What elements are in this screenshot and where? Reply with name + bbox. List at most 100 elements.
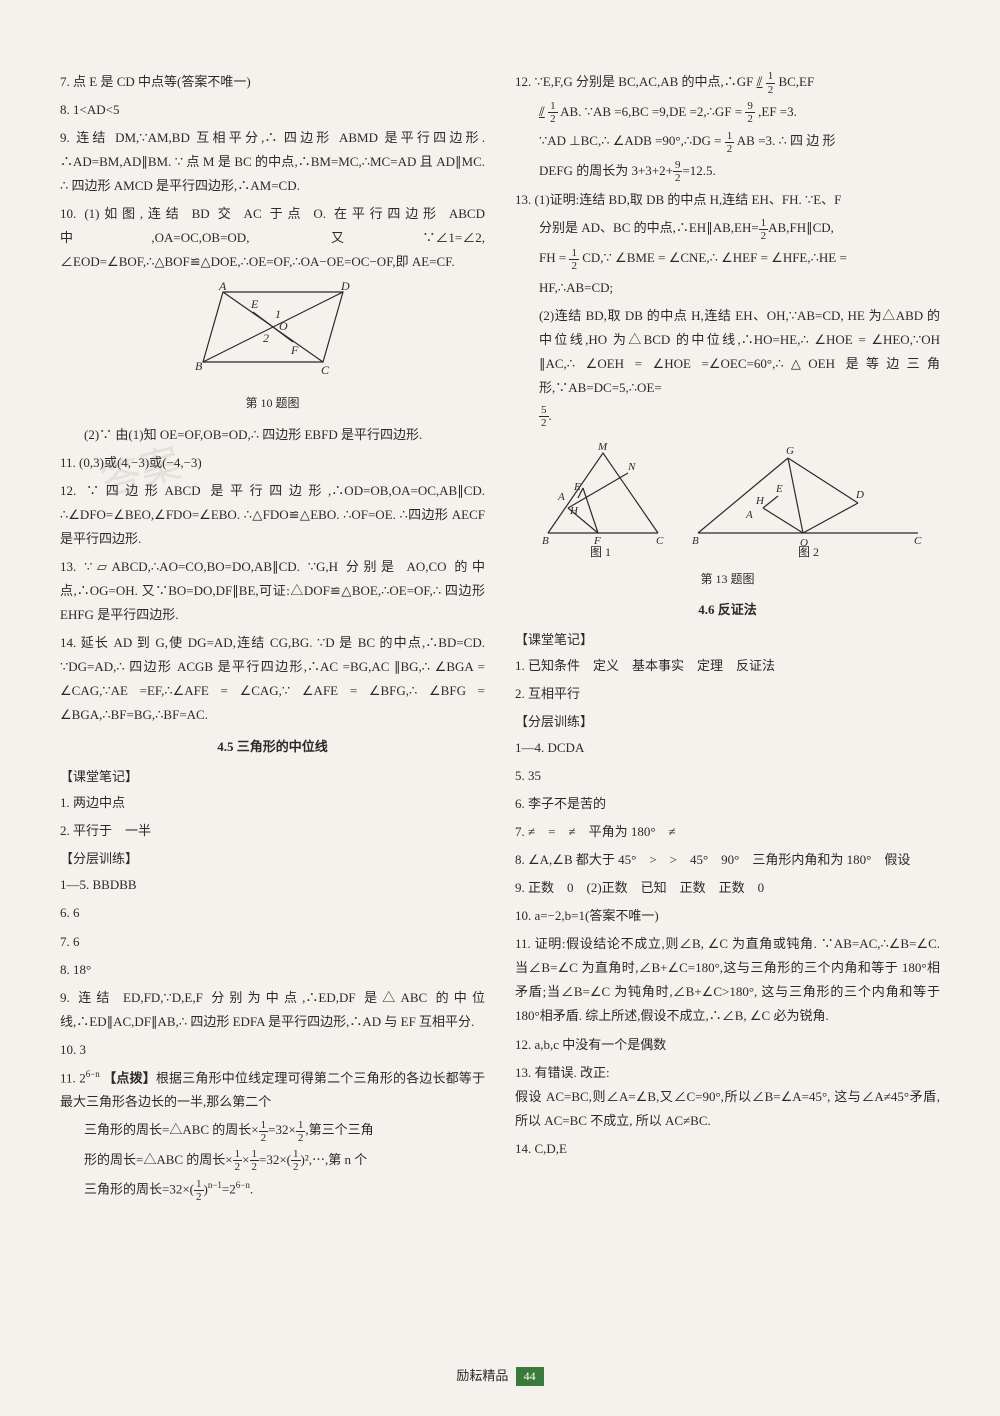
fig10-caption: 第 10 题图 [60, 392, 485, 414]
num: 7. [60, 934, 70, 949]
text: 延长 AD 到 G,使 DG=AD,连结 CG,BG. ∵D 是 BC 的中点,… [60, 635, 485, 722]
num: 1—4. [515, 740, 544, 755]
t: DEFG 的周长为 3+3+2+ [539, 163, 673, 178]
p11: 11. 26−n 【点拨】根据三角形中位线定理可得第二个三角形的各边长都等于最大… [60, 1066, 485, 1114]
t: . [250, 1182, 253, 1197]
bold: 【点拨】 [103, 1070, 156, 1085]
sup: 6−n [236, 1180, 250, 1190]
lblF: F [290, 343, 299, 357]
rp6: 6. 李子不是苦的 [515, 792, 940, 816]
num: 6. [60, 905, 70, 920]
rp10: 10. a=−2,b=1(答案不唯一) [515, 904, 940, 928]
num: 14. [515, 1141, 531, 1156]
n: 1 [296, 1119, 306, 1132]
num: 11. [515, 936, 531, 951]
num: 13. [60, 559, 76, 574]
text: 点 E 是 CD 中点等(答案不唯一) [73, 74, 251, 89]
q10-2: (2)∵ 由(1)知 OE=OF,OB=OD,∴ 四边形 EBFD 是平行四边形… [60, 423, 485, 447]
num: 10. [60, 206, 76, 221]
n: 1 [194, 1178, 204, 1191]
text: DCDA [548, 740, 585, 755]
text: 连结 ED,FD,∵D,E,F 分别为中点,∴ED,DF 是△ABC 的中位线,… [60, 990, 485, 1029]
num: 5. [515, 768, 525, 783]
d: 2 [745, 113, 755, 125]
E2: E [775, 483, 783, 495]
rp8: 8. ∠A,∠B 都大于 45° > > 45° 90° 三角形内角和为 180… [515, 848, 940, 872]
t: × [242, 1152, 249, 1167]
figure-13: M N A E H B F C G D B O C H E A [515, 438, 940, 590]
num: 6. [515, 796, 525, 811]
E: E [573, 481, 581, 493]
num: 9. [60, 990, 70, 1005]
q9: 9. 连结 DM,∵AM,BD 互相平分,∴ 四边形 ABMD 是平行四边形. … [60, 126, 485, 198]
rn1: 1. 已知条件 定义 基本事实 定理 反证法 [515, 654, 940, 678]
practice-label-r: 【分层训练】 [515, 710, 940, 734]
t: =2 [222, 1182, 236, 1197]
r-q13-6: 52. [515, 404, 940, 430]
left-column: 7. 点 E 是 CD 中点等(答案不唯一) 8. 1<AD<5 9. 连结 D… [60, 70, 485, 1330]
r-q13-1: 13. (1)证明:连结 BD,取 DB 的中点 H,连结 EH、FH. ∵E、… [515, 188, 940, 212]
text: (1)如图,连结 BD 交 AC 于点 O. 在平行四边形 ABCD 中,OA=… [60, 206, 485, 269]
q13: 13. ∵▱ABCD,∴AO=CO,BO=DO,AB∥CD. ∵G,H 分别是 … [60, 555, 485, 627]
text: 两边中点 [73, 795, 125, 810]
notes-label: 【课堂笔记】 [60, 765, 485, 789]
sub1: 图 1 [590, 545, 611, 558]
t: 13. (1)证明:连结 BD,取 DB 的中点 H,连结 EH、FH. ∵E、… [515, 192, 841, 207]
d: 2 [548, 113, 558, 125]
section-4-6-title: 4.6 反证法 [515, 598, 940, 622]
r-q13-3: FH = 12 CD,∵ ∠BME = ∠CNE,∴ ∠HEF = ∠HFE,∴… [515, 246, 940, 272]
t: ∵AD ⊥BC,∴ ∠ADB =90°,∴DG = [539, 133, 722, 148]
n: 1 [233, 1148, 243, 1161]
lblO: O [279, 319, 288, 333]
num: 7. [515, 824, 525, 839]
q14: 14. 延长 AD 到 G,使 DG=AD,连结 CG,BG. ∵D 是 BC … [60, 631, 485, 727]
H: H [569, 505, 579, 517]
p10: 10. 3 [60, 1038, 485, 1062]
q8: 8. 1<AD<5 [60, 98, 485, 122]
sup: n−1 [208, 1180, 222, 1190]
q11: 11. (0,3)或(4,−3)或(−4,−3) [60, 451, 485, 475]
t: 12. ∵E,F,G 分别是 BC,AC,AB 的中点,∴GF [515, 74, 753, 89]
text: 正数 0 (2)正数 已知 正数 正数 0 [528, 880, 764, 895]
A2: A [745, 509, 753, 521]
q7: 7. 点 E 是 CD 中点等(答案不唯一) [60, 70, 485, 94]
d: 2 [539, 417, 549, 429]
t: BC,EF [778, 74, 814, 89]
n: 1 [766, 70, 776, 83]
num: 9. [515, 880, 525, 895]
G: G [786, 445, 794, 457]
n: 1 [759, 217, 769, 230]
num: 2. [60, 823, 70, 838]
text: 已知条件 定义 基本事实 定理 反证法 [528, 658, 775, 673]
rp14: 14. C,D,E [515, 1137, 940, 1161]
num: 1. [515, 658, 525, 673]
text: ∵四边形ABCD 是平行四边形,∴OD=OB,OA=OC,AB∥CD. ∴∠DF… [60, 483, 485, 546]
d: 2 [759, 230, 769, 242]
page-content: 7. 点 E 是 CD 中点等(答案不唯一) 8. 1<AD<5 9. 连结 D… [60, 70, 940, 1330]
d: 2 [296, 1132, 306, 1144]
note1: 1. 两边中点 [60, 791, 485, 815]
n: 1 [548, 100, 558, 113]
d: 2 [250, 1161, 260, 1173]
d: 2 [725, 143, 735, 155]
page-number: 44 [516, 1367, 544, 1386]
lbl1: 1 [275, 307, 281, 321]
d: 2 [569, 260, 579, 272]
t: AB. ∵AB =6,BC =9,DE =2,∴GF = [560, 104, 742, 119]
t: 形的周长=△ABC 的周长× [84, 1152, 233, 1167]
rp11: 11. 证明:假设结论不成立,则∠B, ∠C 为直角或钝角. ∵AB=AC,∴∠… [515, 932, 940, 1028]
lbl2: 2 [263, 331, 269, 345]
footer-text: 励耘精品 [456, 1368, 508, 1383]
d: 2 [259, 1132, 269, 1144]
num: 10. [60, 1042, 76, 1057]
d: 2 [233, 1161, 243, 1173]
num: 13. [515, 1065, 531, 1080]
text: 平行于 一半 [73, 823, 151, 838]
q12: 12. ∵四边形ABCD 是平行四边形,∴OD=OB,OA=OC,AB∥CD. … [60, 479, 485, 551]
note2: 2. 平行于 一半 [60, 819, 485, 843]
H2: H [755, 495, 765, 507]
t: CD,∵ ∠BME = ∠CNE,∴ ∠HEF = ∠HFE,∴HE = [582, 250, 847, 265]
num: 8. [60, 962, 70, 977]
r-q12: 12. ∵E,F,G 分别是 BC,AC,AB 的中点,∴GF ⫽ 12 BC,… [515, 70, 940, 96]
t: ,EF =3. [758, 104, 797, 119]
